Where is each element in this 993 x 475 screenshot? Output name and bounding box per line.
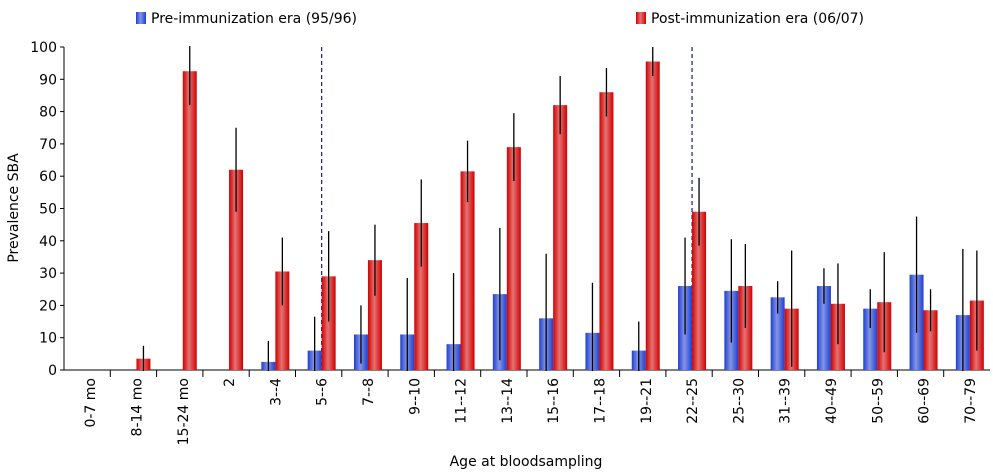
x-tick-label: 7--8 xyxy=(361,378,377,406)
y-tick-label: 80 xyxy=(39,105,57,121)
x-tick-label: 3--4 xyxy=(268,378,284,406)
y-tick-label: 10 xyxy=(39,331,57,347)
bar xyxy=(599,92,614,370)
plot-area xyxy=(136,46,984,371)
y-axis-title: Prevalence SBA xyxy=(6,153,22,263)
bar xyxy=(367,260,382,370)
x-tick-label: 22--25 xyxy=(685,378,701,424)
bar xyxy=(923,310,938,370)
x-tick-label: 17--18 xyxy=(592,378,608,424)
y-tick-label: 60 xyxy=(39,169,57,185)
bar xyxy=(460,171,475,370)
bar xyxy=(863,308,878,370)
x-axis-title: Age at bloodsampling xyxy=(450,454,603,470)
x-tick-label: 5--6 xyxy=(315,378,331,406)
x-tick-label: 19--21 xyxy=(639,378,655,424)
x-tick-label: 13--14 xyxy=(500,378,516,424)
x-tick-label: 31--39 xyxy=(778,378,794,424)
x-tick-label: 8-14 mo xyxy=(129,378,145,436)
legend-swatch xyxy=(636,12,646,24)
legend-label: Post-immunization era (06/07) xyxy=(651,11,864,27)
y-tick-label: 0 xyxy=(48,363,57,379)
bar xyxy=(229,169,244,370)
bar xyxy=(275,271,290,370)
x-tick-label: 50--59 xyxy=(870,378,886,424)
y-tick-label: 40 xyxy=(39,234,57,250)
bar xyxy=(553,105,568,370)
x-tick-label: 15--16 xyxy=(546,378,562,424)
bar xyxy=(321,276,336,370)
bar xyxy=(182,71,197,370)
x-tick-label: 0-7 mo xyxy=(83,378,99,428)
legend-swatch xyxy=(136,12,146,24)
x-tick-label: 2 xyxy=(222,378,238,387)
x-tick-label: 70--79 xyxy=(963,378,979,424)
x-tick-label: 15-24 mo xyxy=(176,378,192,445)
y-tick-label: 90 xyxy=(39,72,57,88)
legend-label: Pre-immunization era (95/96) xyxy=(151,11,357,27)
x-tick-label: 60--69 xyxy=(917,378,933,424)
x-tick-label: 11--12 xyxy=(454,378,470,424)
x-tick-label: 9--10 xyxy=(407,378,423,415)
y-tick-label: 70 xyxy=(39,137,57,153)
x-tick-label: 25--30 xyxy=(731,378,747,424)
bar xyxy=(692,211,707,370)
bar xyxy=(816,286,831,370)
bar xyxy=(414,223,429,370)
x-tick-label: 40--49 xyxy=(824,378,840,424)
y-tick-label: 20 xyxy=(39,298,57,314)
bar xyxy=(770,297,785,370)
bar xyxy=(506,147,521,370)
y-tick-label: 50 xyxy=(39,202,57,218)
y-tick-label: 30 xyxy=(39,266,57,282)
bar xyxy=(645,61,660,370)
y-tick-label: 100 xyxy=(30,40,57,56)
